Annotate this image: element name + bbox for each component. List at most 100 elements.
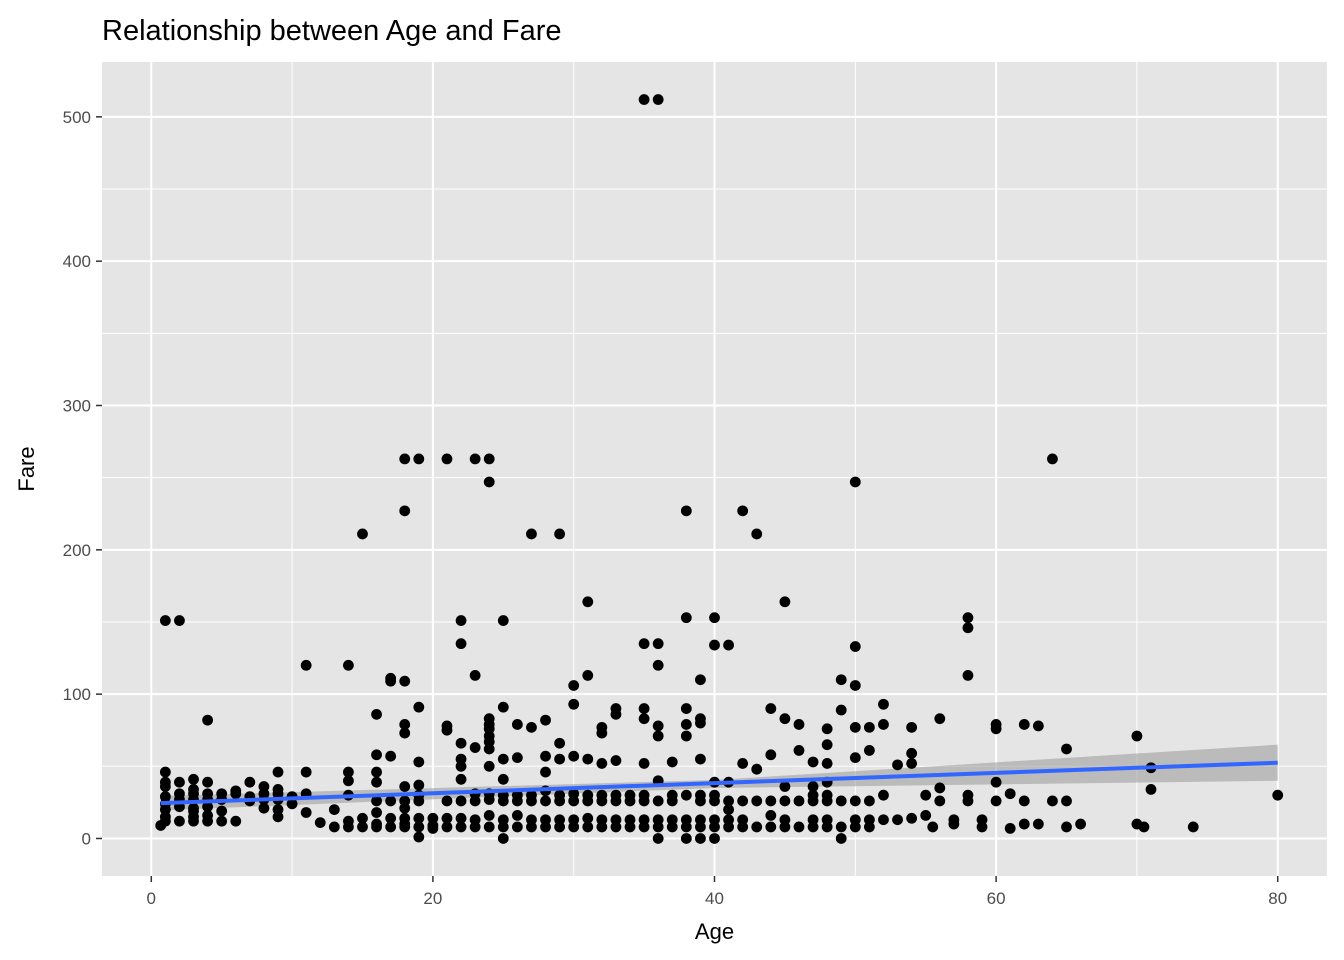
data-point xyxy=(709,833,720,844)
data-point xyxy=(413,831,425,843)
data-point xyxy=(582,669,594,681)
data-point xyxy=(385,750,397,762)
data-point xyxy=(230,815,242,827)
data-point xyxy=(680,612,692,624)
data-point xyxy=(990,795,1002,807)
data-point xyxy=(497,753,509,765)
data-point xyxy=(652,730,664,742)
data-point xyxy=(878,814,889,826)
data-point xyxy=(892,759,903,771)
data-point xyxy=(300,766,312,778)
data-point xyxy=(596,758,608,769)
data-point xyxy=(511,821,523,833)
data-point xyxy=(849,641,861,652)
trend-line-path xyxy=(160,760,1278,806)
data-point xyxy=(638,703,650,714)
data-point xyxy=(680,730,692,742)
data-point xyxy=(399,821,411,833)
data-point xyxy=(934,795,946,807)
data-point xyxy=(751,528,763,540)
data-point xyxy=(779,795,791,807)
data-point xyxy=(680,789,692,801)
data-point xyxy=(709,795,720,807)
data-point xyxy=(483,760,495,772)
data-point xyxy=(371,749,382,761)
data-point xyxy=(680,719,692,730)
data-point xyxy=(469,795,481,807)
data-point xyxy=(737,821,749,833)
data-point xyxy=(906,758,918,769)
data-point xyxy=(638,638,650,650)
data-point xyxy=(793,821,805,833)
data-point xyxy=(568,750,580,762)
data-point xyxy=(526,721,537,733)
data-point xyxy=(483,453,495,465)
data-point xyxy=(554,528,566,540)
data-point xyxy=(680,703,692,714)
data-point xyxy=(793,745,805,756)
data-point xyxy=(385,675,397,687)
data-point xyxy=(399,727,411,739)
data-point xyxy=(469,669,481,681)
data-point xyxy=(709,821,720,833)
data-point xyxy=(596,727,608,739)
data-point xyxy=(695,821,706,833)
data-point xyxy=(188,773,199,785)
data-point xyxy=(779,596,791,608)
data-point xyxy=(1018,795,1030,807)
data-point xyxy=(526,821,537,833)
data-point xyxy=(455,812,467,824)
data-point xyxy=(441,724,453,736)
data-point xyxy=(948,818,960,830)
data-point xyxy=(920,789,932,801)
data-point xyxy=(962,795,974,807)
data-point xyxy=(286,798,298,810)
data-point xyxy=(413,812,425,824)
data-point xyxy=(624,821,636,833)
data-point xyxy=(934,713,946,725)
data-point xyxy=(399,781,411,792)
data-point xyxy=(511,809,523,821)
x-tick-label: 80 xyxy=(1268,889,1287,908)
data-point xyxy=(159,781,171,792)
y-tick-label: 0 xyxy=(82,829,91,848)
chart-title: Relationship between Age and Fare xyxy=(102,15,561,47)
data-point xyxy=(413,756,425,768)
data-point xyxy=(188,815,199,827)
data-point xyxy=(849,795,861,807)
data-point xyxy=(174,776,185,788)
data-point xyxy=(962,669,974,681)
data-point xyxy=(835,821,847,833)
data-point xyxy=(371,776,382,788)
data-point xyxy=(863,721,875,733)
data-point xyxy=(990,723,1002,735)
data-point xyxy=(596,821,608,833)
data-point xyxy=(878,789,889,801)
data-point xyxy=(863,745,875,756)
data-point xyxy=(990,776,1002,788)
x-axis-title: Age xyxy=(695,919,734,944)
data-point xyxy=(680,821,692,833)
data-point xyxy=(441,453,453,465)
data-point xyxy=(554,821,566,833)
data-point xyxy=(511,719,523,730)
data-point xyxy=(624,795,636,807)
data-point xyxy=(202,815,214,827)
data-point xyxy=(610,708,622,720)
data-point xyxy=(582,821,594,833)
data-points xyxy=(155,94,1284,844)
data-point xyxy=(1018,719,1030,730)
data-point xyxy=(371,807,382,818)
data-point xyxy=(483,743,495,755)
data-point xyxy=(343,821,354,833)
data-point xyxy=(765,821,777,833)
data-point xyxy=(695,833,706,844)
data-point xyxy=(455,615,467,626)
data-point xyxy=(723,804,734,816)
data-point xyxy=(779,781,791,792)
data-point xyxy=(737,795,749,807)
data-point xyxy=(582,596,594,608)
data-point xyxy=(399,453,411,465)
data-point xyxy=(455,638,467,650)
data-point xyxy=(343,659,354,671)
